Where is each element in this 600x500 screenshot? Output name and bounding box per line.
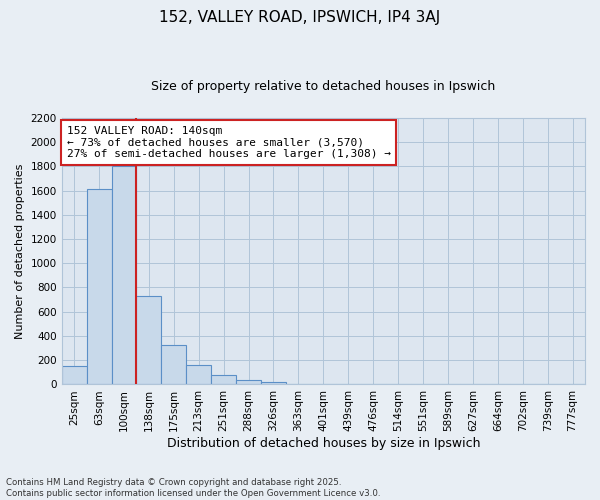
Bar bbox=[112, 166, 136, 384]
Text: Contains HM Land Registry data © Crown copyright and database right 2025.
Contai: Contains HM Land Registry data © Crown c… bbox=[6, 478, 380, 498]
Bar bbox=[261, 382, 286, 384]
X-axis label: Distribution of detached houses by size in Ipswich: Distribution of detached houses by size … bbox=[167, 437, 480, 450]
Title: Size of property relative to detached houses in Ipswich: Size of property relative to detached ho… bbox=[151, 80, 496, 93]
Bar bbox=[86, 190, 112, 384]
Text: 152, VALLEY ROAD, IPSWICH, IP4 3AJ: 152, VALLEY ROAD, IPSWICH, IP4 3AJ bbox=[160, 10, 440, 25]
Text: 152 VALLEY ROAD: 140sqm
← 73% of detached houses are smaller (3,570)
27% of semi: 152 VALLEY ROAD: 140sqm ← 73% of detache… bbox=[67, 126, 391, 159]
Bar bbox=[136, 296, 161, 384]
Y-axis label: Number of detached properties: Number of detached properties bbox=[15, 164, 25, 339]
Bar bbox=[211, 375, 236, 384]
Bar bbox=[161, 345, 186, 385]
Bar bbox=[62, 366, 86, 384]
Bar bbox=[186, 365, 211, 384]
Bar bbox=[236, 380, 261, 384]
